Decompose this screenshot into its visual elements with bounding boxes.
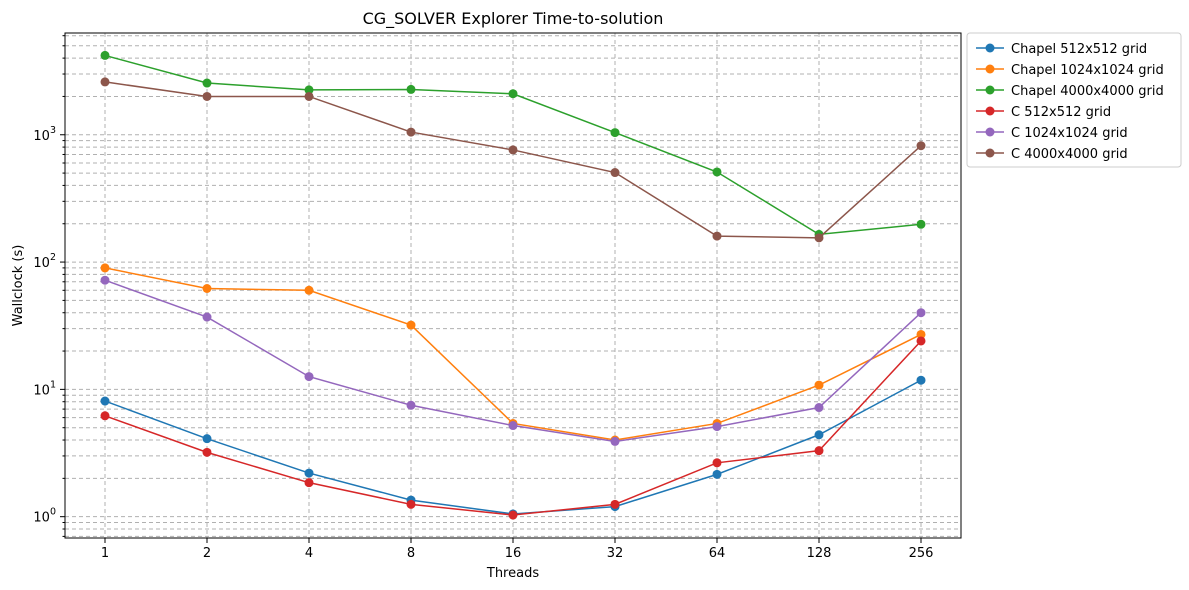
series-6 <box>100 77 926 243</box>
legend-label: Chapel 512x512 grid <box>1011 42 1147 57</box>
y-axis: 100 101 102 103 <box>33 35 65 537</box>
data-point <box>916 375 926 385</box>
data-point <box>100 411 110 421</box>
data-point <box>202 78 212 88</box>
data-point <box>304 372 314 382</box>
data-point <box>100 263 110 273</box>
x-tick-label: 1 <box>101 546 109 561</box>
data-point <box>202 434 212 444</box>
chart-title: CG_SOLVER Explorer Time-to-solution <box>363 9 664 29</box>
data-point <box>100 77 110 87</box>
legend-item: C 1024x1024 grid <box>976 126 1128 141</box>
data-point <box>406 400 416 410</box>
data-point <box>202 91 212 101</box>
data-point <box>406 320 416 330</box>
data-point <box>508 145 518 155</box>
series-5 <box>100 275 926 446</box>
legend: Chapel 512x512 grid Chapel 1024x1024 grid… <box>966 32 1182 168</box>
x-tick-label: 16 <box>505 546 522 561</box>
x-tick-label: 64 <box>709 546 726 561</box>
y-axis-label: Wallclock (s) <box>11 245 26 327</box>
data-point <box>814 403 824 413</box>
data-point <box>202 283 212 293</box>
x-tick-label: 4 <box>305 546 313 561</box>
x-axis: 1 2 4 8 16 32 64 128 256 <box>101 538 934 561</box>
grid <box>65 33 961 538</box>
x-tick-label: 256 <box>909 546 934 561</box>
legend-swatch-marker <box>985 148 995 158</box>
data-point <box>610 128 620 138</box>
y-tick-label: 103 <box>33 125 56 144</box>
legend-item: Chapel 512x512 grid <box>976 42 1147 57</box>
data-point <box>304 91 314 101</box>
data-point <box>304 478 314 488</box>
data-point <box>712 167 722 177</box>
data-point <box>508 89 518 99</box>
data-point <box>610 168 620 178</box>
data-point <box>916 141 926 151</box>
data-point <box>202 447 212 457</box>
data-point <box>202 312 212 322</box>
legend-swatch-marker <box>985 64 995 74</box>
data-point <box>100 396 110 406</box>
legend-label: C 1024x1024 grid <box>1011 126 1128 141</box>
data-point <box>712 231 722 241</box>
series-layer <box>100 50 926 520</box>
x-tick-label: 128 <box>807 546 832 561</box>
data-point <box>712 469 722 479</box>
series-4 <box>100 336 926 520</box>
data-point <box>610 499 620 509</box>
data-point <box>304 85 314 95</box>
legend-label: Chapel 1024x1024 grid <box>1011 63 1164 78</box>
legend-item: Chapel 4000x4000 grid <box>976 84 1164 99</box>
x-tick-label: 32 <box>607 546 624 561</box>
x-tick-label: 2 <box>203 546 211 561</box>
data-point <box>814 380 824 390</box>
legend-item: C 4000x4000 grid <box>976 147 1128 162</box>
data-point <box>406 127 416 137</box>
legend-label: C 512x512 grid <box>1011 105 1111 120</box>
data-point <box>916 336 926 346</box>
data-point <box>712 458 722 468</box>
data-point <box>814 233 824 243</box>
y-tick-label: 102 <box>33 252 56 271</box>
data-point <box>406 84 416 94</box>
data-point <box>508 421 518 431</box>
legend-label: C 4000x4000 grid <box>1011 147 1128 162</box>
data-point <box>406 499 416 509</box>
x-axis-label: Threads <box>486 566 539 581</box>
data-point <box>916 308 926 318</box>
legend-label: Chapel 4000x4000 grid <box>1011 84 1164 99</box>
legend-swatch-marker <box>985 85 995 95</box>
legend-swatch-marker <box>985 127 995 137</box>
y-tick-label: 100 <box>33 507 56 526</box>
data-point <box>610 436 620 446</box>
data-point <box>304 285 314 295</box>
data-point <box>100 275 110 285</box>
data-point <box>304 468 314 478</box>
legend-swatch-marker <box>985 106 995 116</box>
data-point <box>916 219 926 229</box>
data-point <box>100 50 110 60</box>
legend-box <box>966 32 1182 168</box>
data-point <box>712 422 722 432</box>
legend-item: Chapel 1024x1024 grid <box>976 63 1164 78</box>
data-point <box>814 430 824 440</box>
data-point <box>508 510 518 520</box>
legend-item: C 512x512 grid <box>976 105 1111 120</box>
x-tick-label: 8 <box>407 546 415 561</box>
data-point <box>916 329 926 339</box>
legend-swatch-marker <box>985 43 995 53</box>
data-point <box>814 446 824 456</box>
y-tick-label: 101 <box>33 379 56 398</box>
